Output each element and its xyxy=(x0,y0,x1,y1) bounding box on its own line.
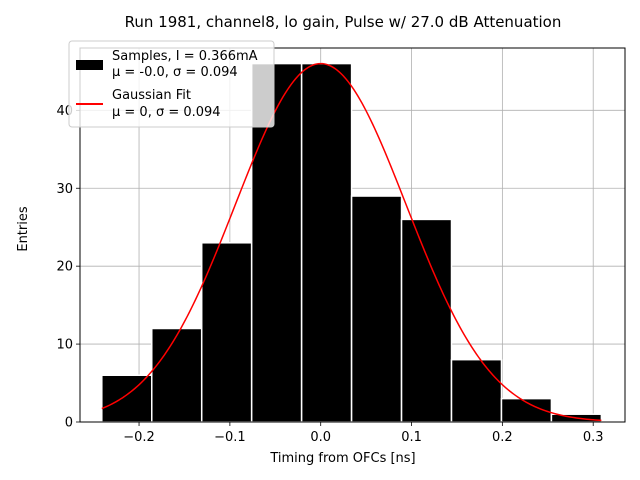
y-tick-label: 20 xyxy=(56,260,73,275)
histogram-bar xyxy=(200,242,253,423)
histogram-bars xyxy=(101,62,603,423)
histogram-bar xyxy=(400,218,453,423)
x-tick-label: 0.0 xyxy=(310,430,331,445)
legend-fit-stats: μ = 0, σ = 0.094 xyxy=(112,105,221,120)
legend-samples-swatch xyxy=(76,60,103,70)
legend: Samples, I = 0.366mA μ = -0.0, σ = 0.094… xyxy=(68,40,275,128)
plot-frame xyxy=(79,47,626,423)
y-tick-label: 30 xyxy=(56,182,73,197)
fit-curve-layer xyxy=(101,62,602,422)
x-axis-ticks: −0.2 −0.1 0.0 0.1 0.2 0.3 xyxy=(123,422,604,445)
legend-fit-label: Gaussian Fit xyxy=(112,88,191,103)
histogram-bar xyxy=(350,195,403,423)
chart-title: Run 1981, channel8, lo gain, Pulse w/ 27… xyxy=(125,13,562,31)
histogram-bar xyxy=(300,62,353,423)
histogram-bar xyxy=(101,374,153,423)
x-tick-label: −0.2 xyxy=(123,430,155,445)
legend-samples-label: Samples, I = 0.366mA xyxy=(112,49,258,64)
x-axis-label: Timing from OFCs [ns] xyxy=(269,451,415,466)
histogram-bar xyxy=(151,327,203,423)
x-tick-label: 0.3 xyxy=(583,430,604,445)
x-tick-label: 0.1 xyxy=(401,430,422,445)
y-tick-label: 10 xyxy=(56,338,73,353)
x-tick-label: 0.2 xyxy=(492,430,513,445)
gaussian-fit-curve xyxy=(101,62,602,422)
legend-samples-stats: μ = -0.0, σ = 0.094 xyxy=(112,65,238,80)
y-axis-label: Entries xyxy=(16,206,31,252)
legend-box xyxy=(68,40,275,128)
y-tick-label: 0 xyxy=(65,416,73,431)
histogram-bar xyxy=(450,358,503,423)
x-tick-label: −0.1 xyxy=(214,430,246,445)
